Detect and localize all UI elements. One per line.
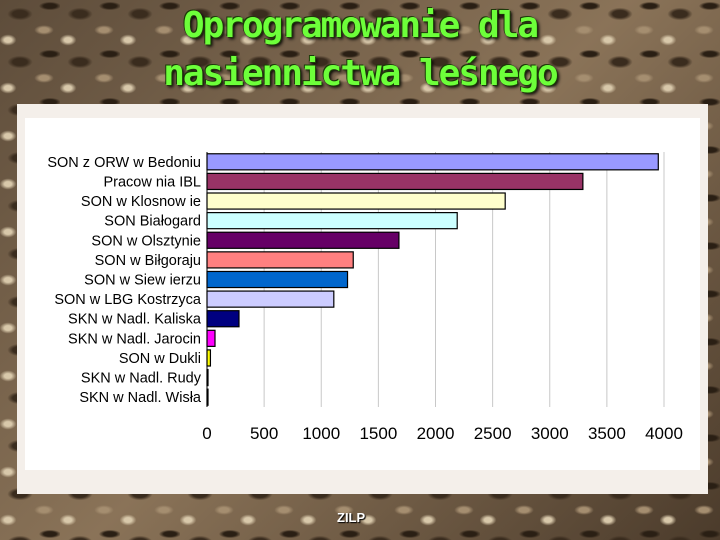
bar-8 bbox=[206, 310, 240, 328]
category-label-12: SKN w Nadl. Wisła bbox=[79, 390, 202, 406]
bar-7 bbox=[206, 290, 335, 308]
category-label-6: SON w Siew ierzu bbox=[84, 273, 201, 289]
category-label-10: SON w Dukli bbox=[119, 351, 201, 367]
x-tick-label-4: 2000 bbox=[417, 424, 455, 443]
category-label-11: SKN w Nadl. Rudy bbox=[81, 371, 202, 387]
category-label-0: SON z ORW w Bedoniu bbox=[47, 155, 201, 171]
x-tick-label-3: 1500 bbox=[359, 424, 397, 443]
bar-5 bbox=[206, 251, 354, 269]
bar-10 bbox=[206, 349, 212, 367]
bar-9 bbox=[206, 329, 216, 347]
category-label-4: SON w Olsztynie bbox=[91, 233, 201, 249]
category-label-1: Pracow nia IBL bbox=[103, 174, 201, 190]
x-tick-label-5: 2500 bbox=[474, 424, 512, 443]
category-label-9: SKN w Nadl. Jarocin bbox=[68, 331, 201, 347]
slide-title-line-2: nasiennictwa leśnego bbox=[163, 53, 558, 94]
x-tick-label-1: 500 bbox=[250, 424, 278, 443]
chart-panel: SON z ORW w Bedoniu Pracow nia IBL SON w K… bbox=[17, 104, 708, 494]
category-label-7: SON w LBG Kostrzyca bbox=[54, 292, 202, 308]
footer-tag: ZILP bbox=[337, 510, 366, 525]
bar-0 bbox=[206, 153, 659, 171]
bar-3 bbox=[206, 212, 458, 230]
bar-chart: SON z ORW w Bedoniu Pracow nia IBL SON w K… bbox=[25, 118, 700, 470]
category-label-5: SON w Biłgoraju bbox=[95, 253, 201, 269]
bar-6 bbox=[206, 270, 349, 289]
x-tick-label-7: 3500 bbox=[588, 424, 626, 443]
bar-1 bbox=[206, 172, 584, 191]
category-label-8: SKN w Nadl. Kaliska bbox=[68, 312, 202, 328]
slide-title: Oprogramowanie dla nasiennictwa leśnego bbox=[0, 2, 720, 98]
category-label-3: SON Białogard bbox=[104, 214, 201, 230]
x-tick-label-0: 0 bbox=[202, 424, 211, 443]
slide-title-line-1: Oprogramowanie dla bbox=[182, 5, 539, 46]
bar-2 bbox=[206, 192, 506, 210]
x-tick-label-2: 1000 bbox=[302, 424, 340, 443]
x-tick-label-6: 3000 bbox=[531, 424, 569, 443]
category-label-2: SON w Klosnow ie bbox=[81, 194, 201, 210]
bar-4 bbox=[206, 231, 400, 249]
x-tick-label-8: 4000 bbox=[645, 424, 683, 443]
